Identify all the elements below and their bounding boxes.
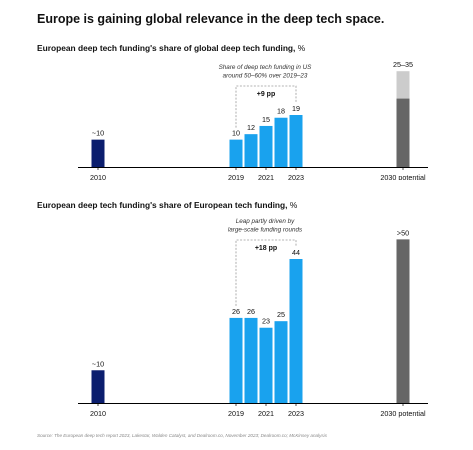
chart-2-bar-2022 xyxy=(274,321,288,403)
chart-1-data-label-2030-potential: 25–35 xyxy=(393,60,413,69)
chart-1-annotation-line-1: Share of deep tech funding in US xyxy=(219,64,313,71)
chart-2-bar-2023 xyxy=(289,259,303,403)
chart-2-bar-2030-potential xyxy=(396,239,410,403)
chart-2-bar-2019 xyxy=(229,317,243,403)
chart-2-data-label-2010: ~10 xyxy=(92,359,104,368)
chart-1-bar-range-upper-2030-potential xyxy=(396,71,410,99)
chart-1-data-label-2019: 10 xyxy=(232,129,240,138)
chart-1-bracket-label: +9 pp xyxy=(257,91,275,98)
chart-1-data-label-2020: 12 xyxy=(247,123,255,132)
chart-1-bar-range-lower-2030-potential xyxy=(396,98,410,167)
chart-2-data-label-2021: 23 xyxy=(262,317,270,326)
source-note: Source: The European deep tech report 20… xyxy=(37,433,327,438)
chart-1-data-label-2010: ~10 xyxy=(92,129,104,138)
page-title: Europe is gaining global relevance in th… xyxy=(37,12,385,26)
chart-2-bar-2020 xyxy=(244,317,258,403)
chart-2-bracket-line xyxy=(235,239,297,306)
chart-1-title-text: European deep tech funding's share of gl… xyxy=(37,43,296,53)
chart-1-bar-2021 xyxy=(259,125,273,167)
chart-2-annotation-line-1: Leap partly driven by xyxy=(236,218,295,225)
chart-2-title-text: European deep tech funding's share of Eu… xyxy=(37,200,288,210)
chart-1-bar-2022 xyxy=(274,117,288,167)
chart-2-data-label-2030-potential: >50 xyxy=(397,228,409,237)
chart-1-unit: % xyxy=(297,43,306,53)
chart-2-x-tick-label-2019: 2019 xyxy=(228,409,244,418)
chart-2-title: European deep tech funding's share of Eu… xyxy=(37,200,297,210)
chart-2-bracket-label: +18 pp xyxy=(255,245,277,252)
chart-1-bracket-line xyxy=(235,85,297,128)
chart-2-x-tick-label-2010: 2010 xyxy=(90,409,106,418)
chart-1-x-tick-label-2030-potential: 2030 potential xyxy=(380,173,426,180)
chart-2-unit: % xyxy=(289,200,298,210)
chart-2-x-tick-label-2023: 2023 xyxy=(288,409,304,418)
chart-1-x-tick-label-2021: 2021 xyxy=(258,173,274,180)
chart-1-bar-2023 xyxy=(289,115,303,167)
chart-2-european-share: ~10 26 26 23 25 44 >50 2010 2019 2021 2023 2030 pot… xyxy=(78,218,428,418)
chart-2-data-label-2019: 26 xyxy=(232,307,240,316)
chart-1-global-share: ~10 10 12 15 18 19 25–35 2010 2019 2021 2023 2030 p… xyxy=(78,60,428,180)
chart-1-data-label-2022: 18 xyxy=(277,107,285,116)
chart-2-bar-2021 xyxy=(259,327,273,403)
chart-1-x-tick-label-2010: 2010 xyxy=(90,173,106,180)
chart-1-bar-2010 xyxy=(91,139,105,167)
chart-1-x-tick-label-2023: 2023 xyxy=(288,173,304,180)
chart-2-data-label-2020: 26 xyxy=(247,307,255,316)
chart-1-data-label-2021: 15 xyxy=(262,115,270,124)
chart-1-bar-2019 xyxy=(229,139,243,167)
chart-2-data-label-2022: 25 xyxy=(277,310,285,319)
chart-2-data-label-2023: 44 xyxy=(292,248,300,257)
chart-1-data-label-2023: 19 xyxy=(292,104,300,113)
chart-1-title: European deep tech funding's share of gl… xyxy=(37,43,305,53)
chart-1-annotation-line-2: around 50–60% over 2019–23 xyxy=(223,73,308,80)
chart-1-x-tick-label-2019: 2019 xyxy=(228,173,244,180)
chart-2-x-tick-label-2030-potential: 2030 potential xyxy=(380,409,426,418)
chart-2-bar-2010 xyxy=(91,370,105,403)
chart-2-annotation-line-2: large-scale funding rounds xyxy=(228,227,303,234)
chart-1-bar-2020 xyxy=(244,134,258,167)
chart-2-x-tick-label-2021: 2021 xyxy=(258,409,274,418)
